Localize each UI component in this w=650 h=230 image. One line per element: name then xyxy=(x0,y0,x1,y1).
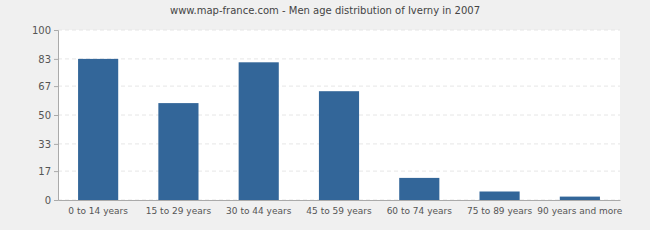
y-tick: 50 xyxy=(38,110,58,121)
x-tick: 30 to 44 years xyxy=(226,200,292,216)
bar xyxy=(319,91,359,200)
y-tick: 67 xyxy=(38,81,58,92)
grid xyxy=(58,30,620,200)
bars xyxy=(78,59,600,200)
x-tick-label: 45 to 59 years xyxy=(306,206,372,216)
x-tick-label: 90 years and more xyxy=(537,206,623,216)
bar xyxy=(480,192,520,201)
x-tick: 45 to 59 years xyxy=(306,200,372,216)
y-tick-label: 33 xyxy=(38,139,51,150)
x-tick-label: 0 to 14 years xyxy=(68,206,128,216)
y-tick-label: 67 xyxy=(38,81,51,92)
y-axis-line xyxy=(54,31,59,201)
y-tick: 17 xyxy=(38,166,58,177)
y-tick-label: 83 xyxy=(38,54,51,65)
y-tick-label: 100 xyxy=(32,25,51,36)
x-tick: 0 to 14 years xyxy=(68,200,128,216)
y-tick-label: 50 xyxy=(38,110,51,121)
grid-line xyxy=(58,86,620,87)
y-tick: 0 xyxy=(45,195,58,206)
plot: 0 17 33 50 67 83 100 0 to 14 years 15 to 29 year… xyxy=(32,25,623,217)
y-tick-mark xyxy=(54,86,58,87)
x-tick-label: 15 to 29 years xyxy=(146,206,212,216)
x-axis: 0 to 14 years 15 to 29 years 30 to 44 year… xyxy=(59,200,623,216)
y-axis: 0 17 33 50 67 83 100 xyxy=(32,25,59,206)
y-tick-label: 17 xyxy=(38,166,51,177)
plot-area xyxy=(58,30,620,200)
bar xyxy=(239,62,279,200)
chart: www.map-france.com - Men age distributio… xyxy=(0,0,650,230)
grid-line xyxy=(58,30,620,31)
y-tick-mark xyxy=(54,30,58,31)
y-tick: 100 xyxy=(32,25,58,36)
x-tick-label: 30 to 44 years xyxy=(226,206,292,216)
x-axis-line xyxy=(59,200,621,201)
y-tick-mark xyxy=(54,144,58,145)
y-tick-mark xyxy=(54,171,58,172)
x-tick: 60 to 74 years xyxy=(387,200,453,216)
title: www.map-france.com - Men age distributio… xyxy=(170,5,480,16)
y-tick: 83 xyxy=(38,54,58,65)
y-tick-mark xyxy=(54,115,58,116)
x-tick-label: 60 to 74 years xyxy=(387,206,453,216)
bar xyxy=(78,59,118,200)
grid-line xyxy=(58,58,620,59)
bar xyxy=(399,178,439,200)
y-tick: 33 xyxy=(38,139,58,150)
y-tick-mark xyxy=(54,59,58,60)
x-tick: 75 to 89 years xyxy=(467,200,533,216)
background xyxy=(0,0,650,230)
bar xyxy=(158,103,198,200)
x-tick: 90 years and more xyxy=(537,200,623,216)
x-tick: 15 to 29 years xyxy=(146,200,212,216)
bar xyxy=(560,197,600,200)
x-tick-label: 75 to 89 years xyxy=(467,206,533,216)
y-tick-mark xyxy=(54,200,58,201)
y-tick-label: 0 xyxy=(45,195,51,206)
